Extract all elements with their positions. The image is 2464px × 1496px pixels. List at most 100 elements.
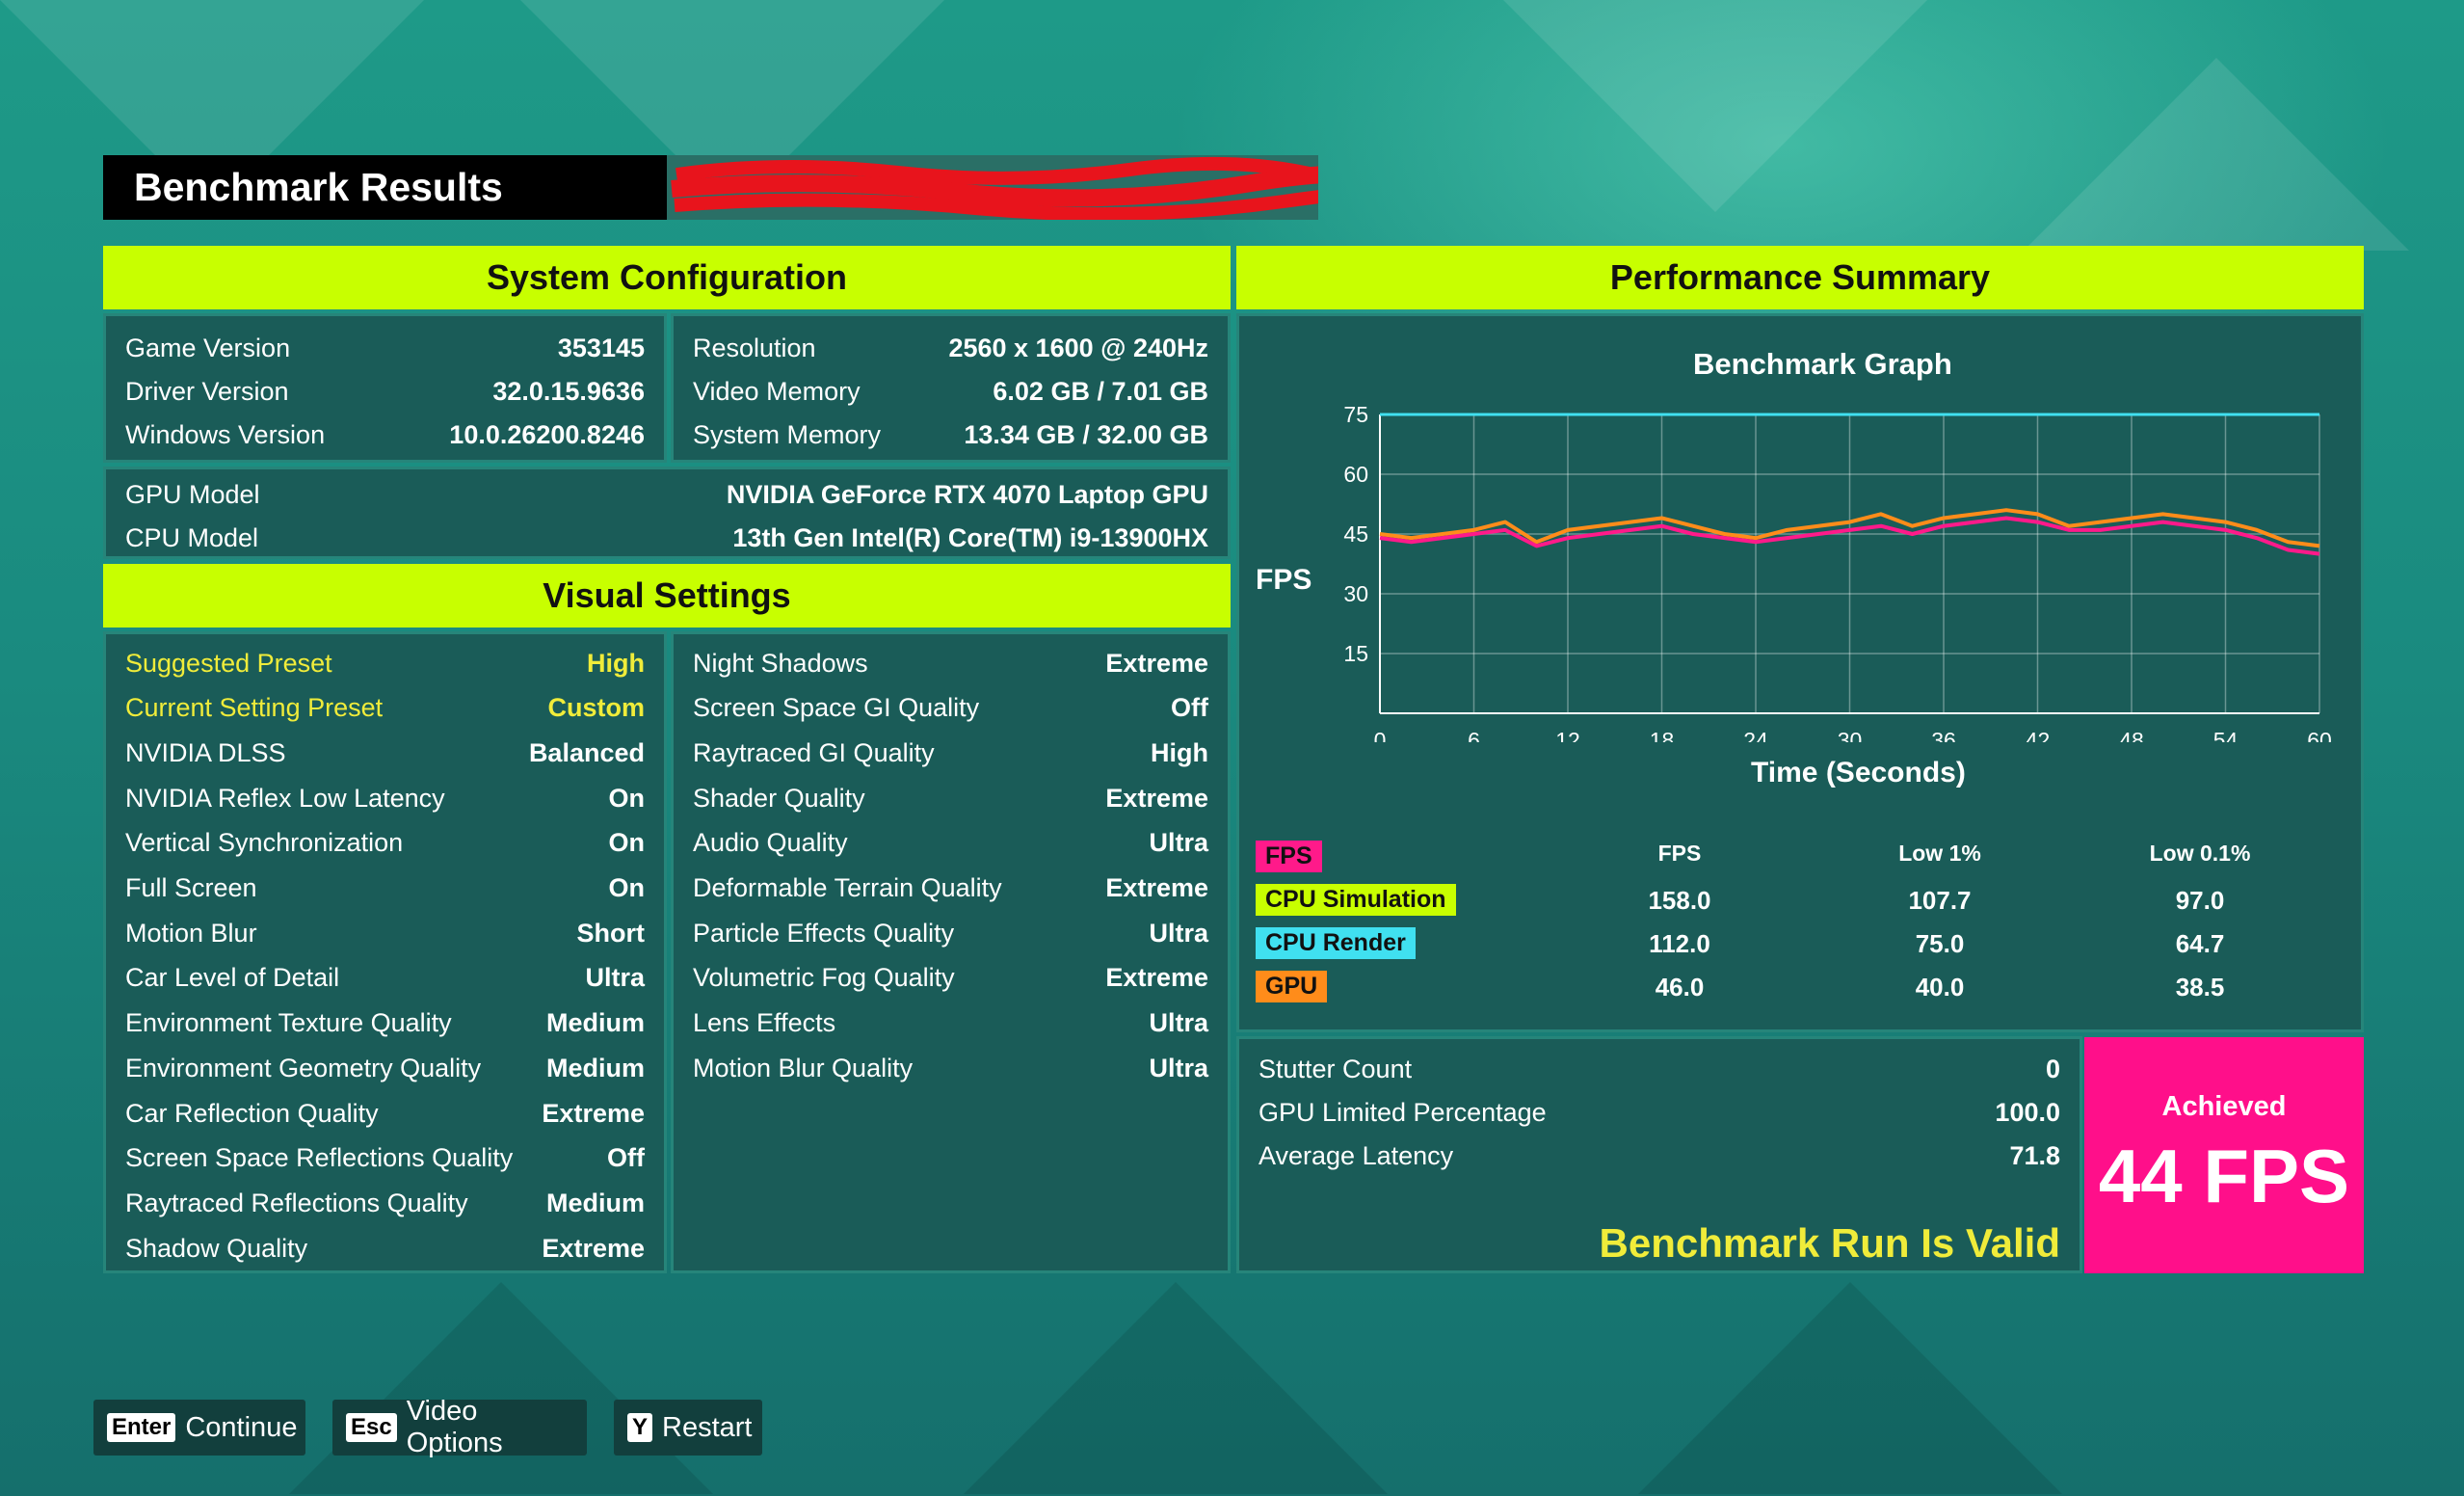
setting-row: Deformable Terrain Quality Extreme [693,868,1208,910]
stats-table: FPS Low 1% Low 0.1% FPS CPU Simulation 158.0 1… [1256,841,2345,1024]
stats-value: 38.5 [2175,973,2225,1002]
row-label: GPU Model [125,479,260,509]
gpu-model-row: GPU Model NVIDIA GeForce RTX 4070 Laptop… [125,473,1208,516]
setting-row: Car Reflection Quality Extreme [125,1092,645,1135]
continue-label: Continue [185,1411,298,1443]
achieved-fps-box: Achieved 44 FPS [2084,1037,2364,1273]
y-tick-label: 30 [1343,581,1368,606]
setting-value: Extreme [542,1098,645,1128]
run-stats-panel: Stutter Count 0 GPU Limited Percentage 1… [1236,1036,2082,1273]
x-tick-label: 48 [2119,728,2144,742]
row-value: 10.0.26200.8246 [449,419,645,449]
row-label: Driver Version [125,376,289,406]
row-value: 71.8 [2009,1140,2060,1170]
video-memory-row: Video Memory 6.02 GB / 7.01 GB [693,370,1208,413]
setting-row: Current Setting Preset Custom [125,687,645,730]
resolution-row: Resolution 2560 x 1600 @ 240Hz [693,327,1208,369]
stats-series-tag: CPU Render [1256,927,1416,959]
row-label: Average Latency [1258,1140,1454,1170]
x-tick-label: 54 [2213,728,2239,742]
setting-value: Ultra [1149,1053,1208,1082]
row-value: NVIDIA GeForce RTX 4070 Laptop GPU [726,479,1208,509]
driver-version-row: Driver Version 32.0.15.9636 [125,370,645,413]
setting-label: Shader Quality [693,783,865,813]
setting-value: Ultra [1149,828,1208,858]
setting-label: Volumetric Fog Quality [693,963,955,993]
row-value: 13.34 GB / 32.00 GB [964,419,1208,449]
setting-row: Vertical Synchronization On [125,822,645,865]
setting-row: Night Shadows Extreme [693,642,1208,684]
row-value: 100.0 [1995,1097,2060,1127]
setting-value: Extreme [1105,783,1208,813]
setting-value: On [608,873,646,902]
stats-series-tag: CPU Simulation [1256,884,1456,916]
setting-label: Motion Blur [125,918,257,948]
y-key-icon: Y [627,1413,653,1442]
stats-value: 46.0 [1655,973,1705,1002]
page-title: Benchmark Results [103,155,667,220]
setting-label: Screen Space Reflections Quality [125,1143,514,1173]
enter-key-icon: Enter [107,1413,176,1442]
setting-label: Deformable Terrain Quality [693,873,1002,902]
setting-label: Lens Effects [693,1008,836,1038]
system-config-right-panel: Resolution 2560 x 1600 @ 240Hz Video Mem… [671,313,1231,463]
setting-value: Short [576,918,646,948]
gpu-limited-row: GPU Limited Percentage 100.0 [1258,1091,2060,1134]
row-label: GPU Limited Percentage [1258,1097,1547,1127]
y-tick-label: 75 [1343,402,1368,427]
setting-row: Shadow Quality Extreme [125,1227,645,1269]
graph-title: Benchmark Graph [1693,347,1952,381]
setting-row: Lens Effects Ultra [693,1002,1208,1045]
continue-button[interactable]: Enter Continue [93,1400,305,1456]
row-label: System Memory [693,419,882,449]
setting-label: Night Shadows [693,648,868,678]
average-latency-row: Average Latency 71.8 [1258,1135,2060,1177]
video-options-button[interactable]: Esc Video Options [332,1396,587,1458]
setting-value: Medium [545,1008,645,1038]
row-label: Game Version [125,333,291,362]
x-tick-label: 0 [1374,728,1387,742]
achieved-value: 44 FPS [2098,1133,2350,1218]
visual-settings-left-panel: Suggested Preset High Current Setting Pres… [103,631,667,1273]
setting-row: Motion Blur Quality Ultra [693,1047,1208,1089]
redaction-scribble [671,156,1318,220]
setting-label: Screen Space GI Quality [693,693,980,723]
esc-key-icon: Esc [346,1413,397,1442]
setting-row: Suggested Preset High [125,642,645,684]
stats-value: 97.0 [2175,886,2225,915]
setting-value: Extreme [1105,873,1208,902]
setting-label: Raytraced Reflections Quality [125,1188,468,1217]
series-line-fps [1379,516,2320,556]
row-value: 32.0.15.9636 [492,376,645,406]
y-tick-label: 15 [1343,641,1368,666]
setting-row: NVIDIA DLSS Balanced [125,732,645,774]
stats-value: 64.7 [2175,929,2225,958]
x-tick-label: 6 [1468,728,1480,742]
setting-label: Suggested Preset [125,648,332,678]
stats-series-tag: FPS [1256,841,1322,872]
setting-label: Audio Quality [693,828,848,858]
setting-label: Particle Effects Quality [693,918,955,948]
stats-value: 112.0 [1649,929,1710,958]
achieved-label: Achieved [2161,1090,2287,1122]
setting-value: Custom [547,693,646,723]
system-config-left-panel: Game Version 353145 Driver Version 32.0.… [103,313,667,463]
setting-row: Audio Quality Ultra [693,822,1208,865]
setting-value: On [608,783,646,813]
row-value: 0 [2045,1054,2060,1083]
stats-value: 75.0 [1915,929,1965,958]
setting-label: Vertical Synchronization [125,828,404,858]
setting-row: Full Screen On [125,868,645,910]
setting-row: Particle Effects Quality Ultra [693,912,1208,954]
row-value: 2560 x 1600 @ 240Hz [948,333,1208,362]
setting-label: Raytraced GI Quality [693,737,935,767]
visual-settings-header: Visual Settings [103,564,1231,628]
setting-row: Car Level of Detail Ultra [125,957,645,1000]
game-version-row: Game Version 353145 [125,327,645,369]
setting-label: Shadow Quality [125,1233,308,1263]
restart-button[interactable]: Y Restart [614,1400,762,1456]
visual-settings-right-panel: Night Shadows Extreme Screen Space GI Qual… [671,631,1231,1273]
setting-value: Extreme [542,1233,645,1263]
setting-label: NVIDIA DLSS [125,737,286,767]
setting-row: Environment Texture Quality Medium [125,1002,645,1045]
